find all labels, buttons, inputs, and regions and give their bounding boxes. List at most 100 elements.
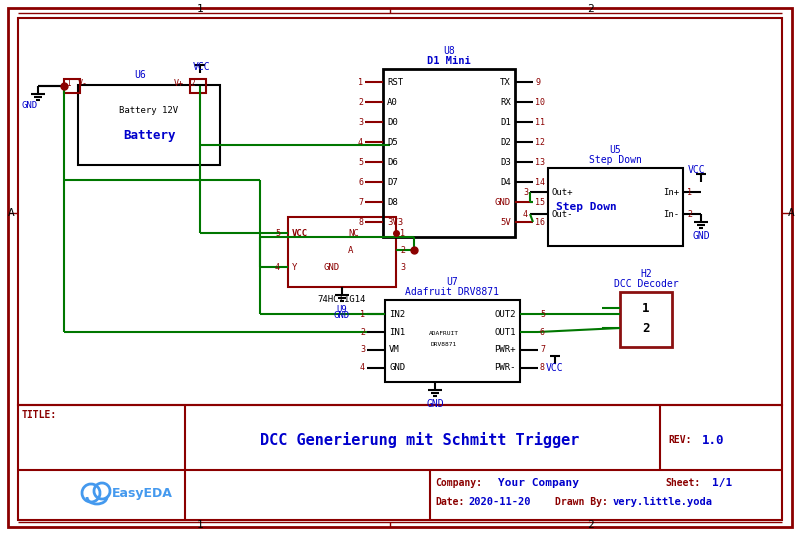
Text: D7: D7 [387, 178, 398, 187]
Text: 1: 1 [197, 520, 203, 530]
Text: GND: GND [426, 399, 444, 409]
Bar [18, 18, 782, 405]
Text: 6: 6 [358, 178, 363, 187]
Text: In+: In+ [663, 187, 679, 196]
Text: 15: 15 [535, 197, 545, 207]
Text: Sheet:: Sheet: [665, 478, 700, 488]
Text: 1: 1 [642, 302, 650, 315]
Text: D3: D3 [500, 157, 511, 166]
Text: A: A [788, 208, 794, 218]
Text: 4: 4 [358, 137, 363, 147]
Text: Out+: Out+ [552, 187, 574, 196]
Text: D1: D1 [500, 118, 511, 126]
Text: very.little.yoda: very.little.yoda [613, 497, 713, 507]
Text: GND: GND [323, 263, 339, 271]
Text: U7: U7 [446, 277, 458, 287]
Text: 2: 2 [360, 327, 365, 337]
Text: 2: 2 [586, 520, 594, 530]
Text: U8: U8 [443, 46, 455, 56]
Text: RST: RST [387, 78, 403, 87]
Text: 2: 2 [358, 97, 363, 106]
Text: NC: NC [348, 228, 358, 238]
Text: GND: GND [334, 310, 350, 319]
Text: U5: U5 [609, 145, 621, 155]
Text: D2: D2 [500, 137, 511, 147]
Text: 7: 7 [358, 197, 363, 207]
Text: V-: V- [78, 79, 88, 88]
Text: Battery: Battery [122, 128, 175, 141]
Text: EasyEDA: EasyEDA [112, 486, 173, 500]
Text: 3: 3 [523, 187, 528, 196]
Text: In-: In- [663, 210, 679, 218]
Text: IN2: IN2 [389, 310, 405, 318]
Text: 5: 5 [275, 228, 280, 238]
Text: DCC Decoder: DCC Decoder [614, 279, 678, 289]
Text: U6: U6 [134, 70, 146, 80]
Text: VCC: VCC [546, 363, 564, 373]
Text: 2: 2 [586, 4, 594, 14]
Text: 3: 3 [358, 118, 363, 126]
Text: 10: 10 [535, 97, 545, 106]
Text: D0: D0 [387, 118, 398, 126]
Text: 74HCT1G14: 74HCT1G14 [318, 294, 366, 303]
Text: 2: 2 [687, 210, 692, 218]
Text: 7: 7 [540, 346, 545, 355]
Text: 1: 1 [197, 4, 203, 14]
Text: Company:: Company: [435, 478, 482, 488]
Bar [620, 292, 672, 347]
Text: Out-: Out- [552, 210, 574, 218]
Text: 8: 8 [358, 218, 363, 226]
Text: 3V3: 3V3 [387, 218, 403, 226]
Text: GND: GND [22, 101, 38, 110]
Text: ADAFRUIT: ADAFRUIT [429, 331, 459, 335]
Text: Date:: Date: [435, 497, 464, 507]
Text: 2: 2 [190, 79, 194, 88]
Text: D6: D6 [387, 157, 398, 166]
Text: RX: RX [500, 97, 511, 106]
Text: 5V: 5V [500, 218, 511, 226]
Text: A: A [8, 208, 14, 218]
Text: 14: 14 [535, 178, 545, 187]
Text: VCC: VCC [292, 228, 308, 238]
Text: 1: 1 [66, 79, 70, 88]
Text: Y: Y [292, 263, 298, 271]
Text: Adafruit DRV8871: Adafruit DRV8871 [405, 287, 499, 297]
Text: PWR+: PWR+ [494, 346, 516, 355]
Text: 12: 12 [535, 137, 545, 147]
Text: A: A [348, 246, 354, 255]
Text: Step Down: Step Down [589, 155, 642, 165]
Bar [288, 217, 396, 287]
Text: GND: GND [389, 363, 405, 372]
Text: 5: 5 [358, 157, 363, 166]
Text: DCC Generierung mit Schmitt Trigger: DCC Generierung mit Schmitt Trigger [260, 432, 580, 448]
Text: 2020-11-20: 2020-11-20 [468, 497, 530, 507]
Text: V+: V+ [174, 79, 184, 88]
Text: Your Company: Your Company [498, 478, 579, 488]
Text: U9: U9 [337, 304, 347, 314]
Text: OUT1: OUT1 [494, 327, 516, 337]
Text: REV:: REV: [668, 435, 691, 445]
Text: 9: 9 [535, 78, 540, 87]
Text: D4: D4 [500, 178, 511, 187]
Text: VCC: VCC [193, 62, 210, 72]
Text: 1: 1 [358, 78, 363, 87]
Text: PWR-: PWR- [494, 363, 516, 372]
Text: 11: 11 [535, 118, 545, 126]
Bar [548, 168, 683, 246]
Text: D1 Mini: D1 Mini [427, 56, 471, 66]
Text: 4: 4 [360, 363, 365, 372]
Text: 8: 8 [540, 363, 545, 372]
Bar [385, 300, 520, 382]
Text: VM: VM [389, 346, 400, 355]
Text: 1.0: 1.0 [702, 433, 725, 447]
Text: H2: H2 [640, 269, 652, 279]
Text: Step Down: Step Down [556, 202, 617, 212]
Text: GND: GND [692, 231, 710, 241]
Text: 2: 2 [642, 322, 650, 334]
Text: 2: 2 [400, 246, 405, 255]
Text: 3: 3 [400, 263, 405, 271]
Text: Battery 12V: Battery 12V [119, 105, 178, 114]
Bar [64, 79, 80, 93]
Bar [383, 69, 515, 237]
Text: 4: 4 [523, 210, 528, 218]
